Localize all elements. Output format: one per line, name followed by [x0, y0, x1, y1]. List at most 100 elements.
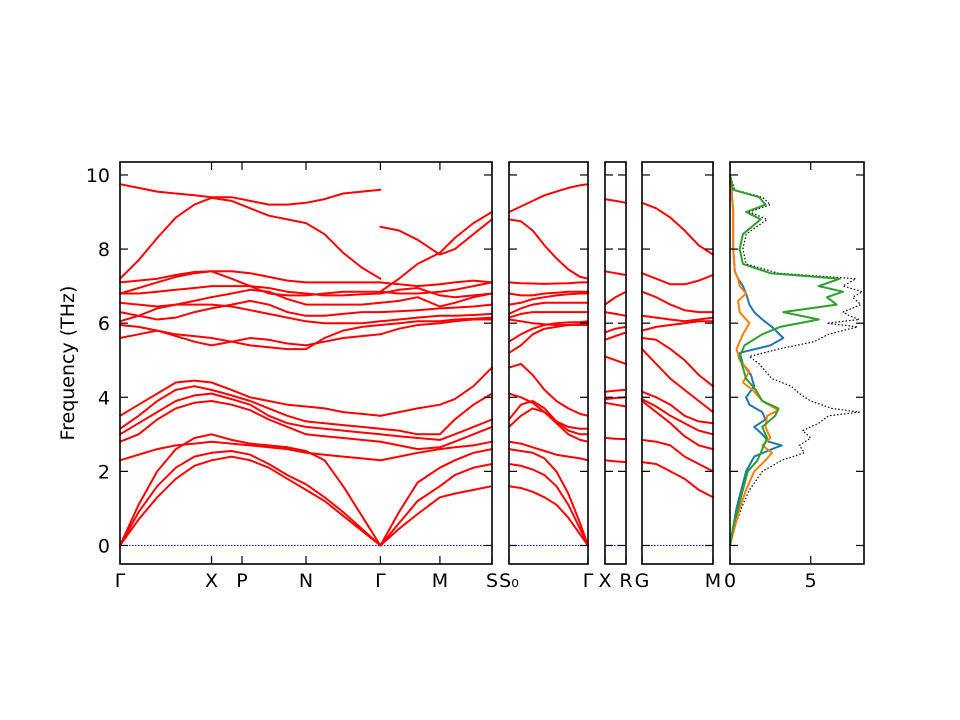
phonon-band-p1-s0-b11 — [119, 307, 213, 321]
phonon-band-p1-s2-b0 — [379, 485, 493, 547]
phonon-band-p1-s0-b13 — [119, 285, 213, 295]
phonon-band-p1-s2-b10 — [379, 312, 493, 323]
phonon-band-p4-s0-b1 — [641, 438, 714, 473]
phonon-band-p1-s1-b14 — [210, 270, 382, 284]
phonon-band-p1-s2-b17 — [379, 281, 493, 295]
phonon-band-p1-s0-b9 — [119, 324, 213, 339]
phonon-band-p1-s0-b1 — [119, 451, 213, 547]
phonon-band-p1-s0-b16 — [119, 196, 213, 280]
phonon-band-p1-s1-b10 — [210, 303, 382, 325]
phonon-band-p2-s0-b17 — [508, 183, 589, 213]
phonon-band-p4-s0-b7 — [641, 320, 714, 332]
high-symmetry-label: R — [619, 570, 632, 592]
phonon-band-p3-s0-b6 — [604, 331, 627, 341]
phonon-band-p2-s0-b5 — [508, 400, 589, 436]
phonon-band-p4-s0-b9 — [641, 290, 714, 314]
phonon-band-p2-s0-b13 — [508, 292, 589, 306]
phonon-band-p1-s2-b14 — [379, 279, 493, 288]
phonon-band-p1-s2-b3 — [379, 440, 493, 462]
phonon-band-p1-s2-b13 — [379, 287, 493, 299]
phonon-band-p2-s0-b14 — [508, 290, 589, 297]
phonon-band-p2-s0-b3 — [508, 440, 589, 462]
phonon-band-p2-s0-b1 — [508, 463, 589, 547]
phonon-band-p1-s1-b4 — [210, 400, 382, 443]
phonon-band-p1-s0-b12 — [119, 296, 213, 308]
y-tick-label: 4 — [98, 387, 110, 409]
y-tick-label: 0 — [98, 535, 110, 557]
phonon-band-p1-s1-b6 — [210, 388, 382, 430]
phonon-band-p1-s1-b5 — [210, 392, 382, 436]
phonon-band-p1-s1-b2 — [210, 433, 382, 547]
high-symmetry-label: Γ — [115, 570, 126, 592]
panel-frame — [641, 161, 714, 565]
phonon-band-p1-s2-b12 — [379, 292, 493, 308]
phonon-band-p1-s1-b17 — [210, 270, 382, 297]
phonon-band-p1-s0-b17 — [119, 270, 213, 295]
phonon-band-p1-s0-b6 — [119, 385, 213, 430]
high-symmetry-label: M — [705, 570, 721, 592]
phonon-band-p2-s0-b16 — [508, 218, 589, 280]
phonon-band-p4-s0-b0 — [641, 461, 714, 499]
phonon-band-p1-s1-b13 — [210, 285, 382, 297]
phonon-band-p3-s0-b0 — [604, 459, 627, 464]
y-axis-label: Frequency (THz) — [57, 286, 79, 441]
phonon-band-p2-s0-b12 — [508, 301, 589, 315]
high-symmetry-label: M — [432, 570, 448, 592]
phonon-band-p1-s2-b7 — [379, 366, 493, 417]
y-tick-label: 2 — [98, 461, 110, 483]
phonon-band-p2-s0-b2 — [508, 448, 589, 547]
phonon-band-p2-s0-b6 — [508, 392, 589, 430]
phonon-band-p1-s2-b2 — [379, 448, 493, 547]
phonon-band-p2-s0-b8 — [508, 322, 589, 354]
phonon-band-p1-s1-b15 — [210, 188, 382, 206]
band-panel-p2: S₀ Γ — [499, 161, 594, 592]
phonon-band-p3-s0-b5 — [604, 355, 627, 365]
phonon-band-p1-s1-b11 — [210, 299, 382, 317]
phonon-band-p4-s0-b8 — [641, 314, 714, 323]
phonon-band-p4-s0-b10 — [641, 272, 714, 286]
phonon-band-p1-s0-b4 — [119, 400, 213, 443]
phonon-band-p1-s0-b2 — [119, 433, 213, 547]
phonon-band-p1-s0-b15 — [119, 183, 213, 199]
phonon-band-p1-s0-b3 — [119, 440, 213, 462]
phonon-band-p1-s2-b5 — [379, 418, 493, 441]
phonon-band-p3-s0-b7 — [604, 325, 627, 334]
high-symmetry-label: P — [236, 570, 247, 592]
phonon-band-p4-s0-b6 — [641, 337, 714, 388]
phonon-band-p1-s2-b9 — [379, 316, 493, 326]
phonon-band-p1-s1-b1 — [210, 450, 382, 547]
high-symmetry-label: G — [635, 570, 650, 592]
high-symmetry-label: Γ — [583, 570, 594, 592]
phonon-band-p1-s1-b3 — [210, 440, 382, 462]
phonon-band-p1-s2-b16 — [379, 211, 493, 293]
phonon-band-p3-s0-b9 — [604, 290, 627, 306]
phonon-band-p2-s0-b11 — [508, 311, 589, 319]
phonon-band-p1-s0-b0 — [119, 459, 213, 547]
phonon-band-p1-s0-b7 — [119, 379, 213, 417]
panel-frame — [508, 161, 589, 565]
phonon-band-p2-s0-b15 — [508, 281, 589, 285]
phonon-band-p3-s0-b11 — [604, 198, 627, 204]
phonon-band-p3-s0-b10 — [604, 270, 627, 276]
phonon-band-p1-s2-b11 — [379, 303, 493, 314]
high-symmetry-label: X — [205, 570, 218, 592]
high-symmetry-label: Γ — [375, 570, 386, 592]
high-symmetry-label: S₀ — [499, 570, 519, 592]
phonon-band-p3-s0-b8 — [604, 311, 627, 317]
phonon-band-p1-s0-b5 — [119, 392, 213, 436]
y-tick-label: 8 — [98, 239, 110, 261]
phonon-band-p4-s0-b4 — [641, 390, 714, 425]
phonon-band-p2-s0-b7 — [508, 362, 589, 417]
dos-curve-1 — [729, 174, 785, 546]
high-symmetry-label: S — [486, 570, 498, 592]
phonon-band-p1-s1-b7 — [210, 381, 382, 417]
panel-frame — [604, 161, 627, 565]
phonon-band-p2-s0-b0 — [508, 485, 589, 547]
phonon-band-p1-s2-b4 — [379, 425, 493, 451]
phonon-band-p3-s0-b1 — [604, 437, 627, 441]
dos-curve-2 — [729, 174, 780, 546]
